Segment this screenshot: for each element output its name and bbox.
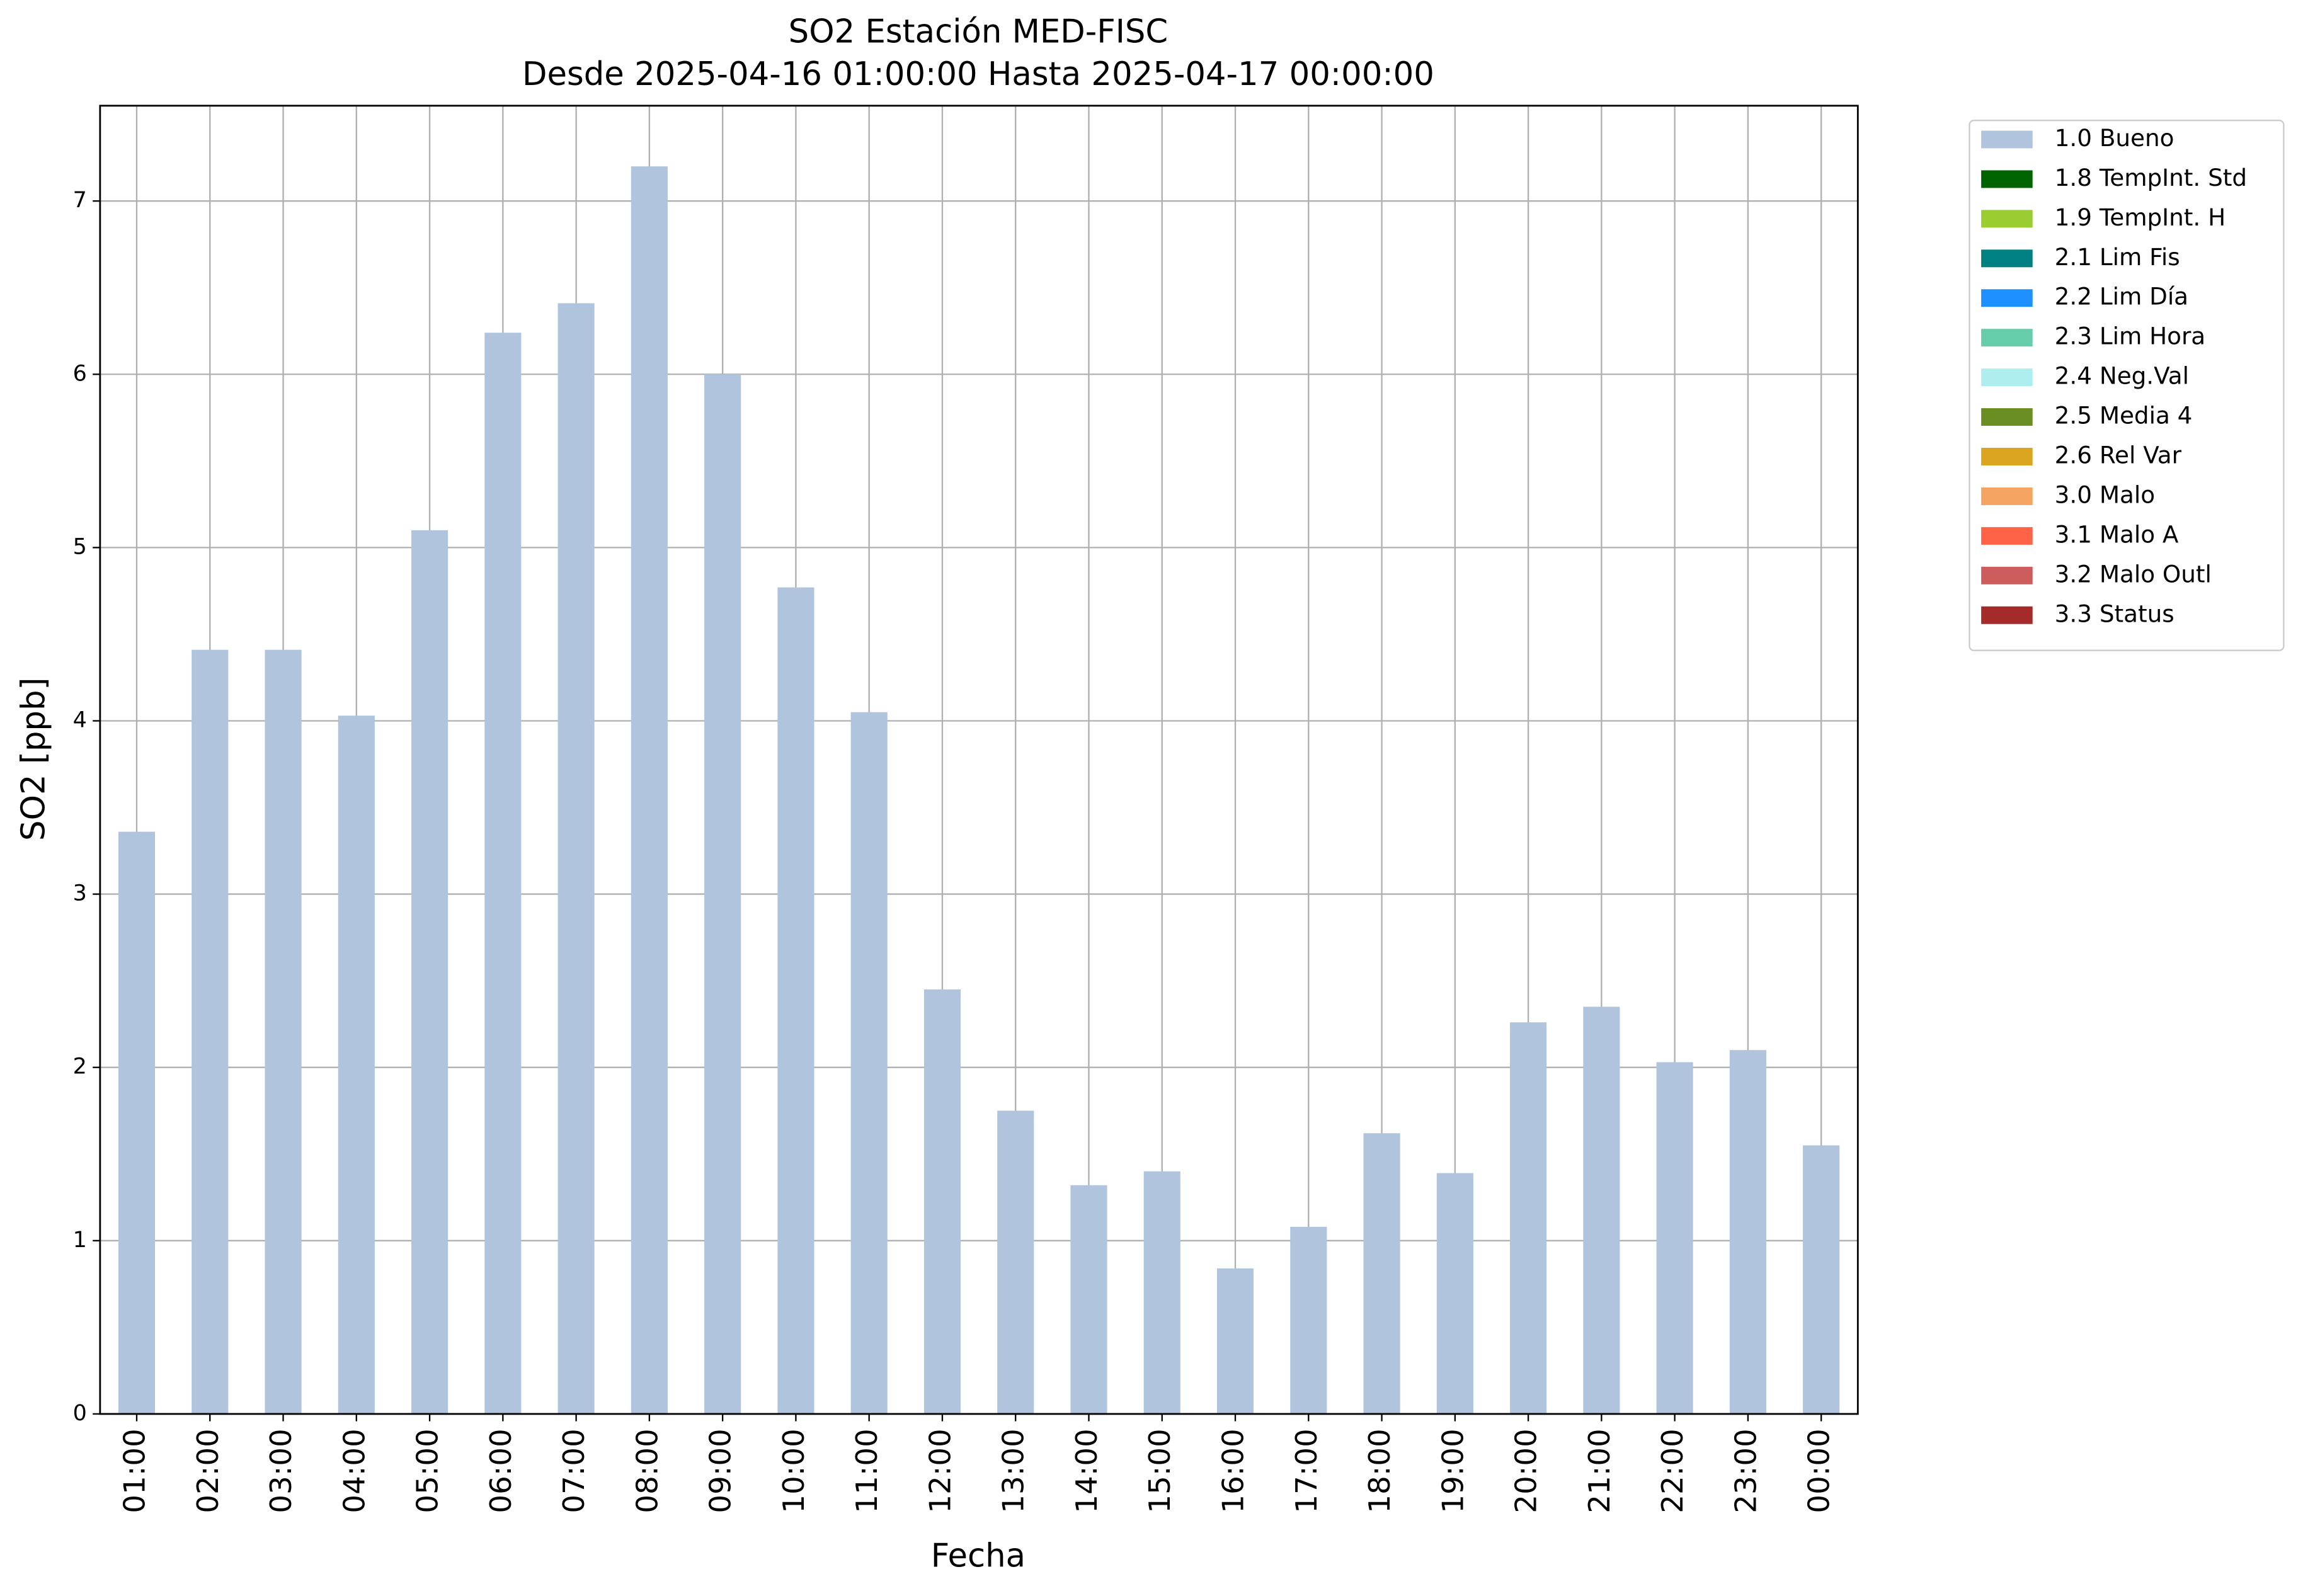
x-tick-label: 18:00 [1363, 1428, 1397, 1513]
legend-swatch [1981, 130, 2033, 149]
bar [484, 333, 522, 1414]
x-tick-label: 15:00 [1143, 1428, 1177, 1513]
legend: 1.0 Bueno 1.8 TempInt. Std 1.9 TempInt. H 2… [1969, 119, 2285, 651]
y-tick-label: 7 [73, 188, 87, 213]
bars [118, 166, 1840, 1414]
chart-subtitle: Desde 2025-04-16 01:00:00 Hasta 2025-04-… [522, 55, 1434, 93]
legend-swatch [1981, 448, 2033, 465]
legend-swatch [1981, 368, 2033, 387]
x-tick-label: 05:00 [411, 1428, 445, 1513]
bar [777, 587, 814, 1414]
legend-label: 2.3 Lim Hora [2055, 322, 2205, 350]
legend-swatch [1981, 210, 2033, 228]
bar [1290, 1226, 1327, 1414]
legend-label: 3.3 Status [2055, 600, 2174, 627]
y-axis-label: SO2 [ppb] [14, 678, 52, 841]
y-tick-label: 4 [73, 707, 87, 732]
bar [1070, 1185, 1107, 1414]
bar [1363, 1133, 1400, 1414]
bar [1803, 1145, 1840, 1414]
plot-frame [99, 105, 1859, 1415]
bar [923, 989, 961, 1414]
legend-label: 3.2 Malo Outl [2055, 560, 2212, 588]
bar [997, 1110, 1034, 1414]
x-tick-label: 10:00 [777, 1428, 811, 1513]
x-tick-label: 04:00 [337, 1428, 371, 1513]
x-tick-label: 11:00 [850, 1428, 884, 1513]
bar [411, 530, 449, 1414]
legend-swatch [1981, 606, 2033, 624]
legend-label: 3.1 Malo A [2055, 520, 2179, 548]
bar [1729, 1050, 1766, 1414]
x-axis-label: Fecha [931, 1537, 1026, 1575]
bar [1656, 1062, 1693, 1414]
bar [191, 649, 229, 1414]
x-tick-label: 21:00 [1582, 1428, 1616, 1513]
x-tick-label: 06:00 [484, 1428, 518, 1513]
legend-box [1969, 119, 2285, 651]
legend-label: 1.9 TempInt. H [2055, 203, 2226, 231]
bar [338, 715, 375, 1414]
y-tick-label: 3 [73, 881, 87, 906]
x-tick-label: 23:00 [1729, 1428, 1763, 1513]
x-tick-label: 17:00 [1289, 1428, 1323, 1513]
bar [1216, 1268, 1254, 1414]
legend-swatch [1981, 566, 2033, 584]
legend-swatch [1981, 289, 2033, 307]
x-tick-label: 14:00 [1070, 1428, 1104, 1513]
legend-label: 2.6 Rel Var [2055, 441, 2182, 469]
legend-swatch [1981, 249, 2033, 268]
legend-swatch [1981, 527, 2033, 545]
x-tick-label: 13:00 [997, 1428, 1031, 1513]
legend-swatch [1981, 487, 2033, 505]
legend-label: 2.4 Neg.Val [2055, 362, 2189, 390]
x-tick-label: 20:00 [1509, 1428, 1543, 1513]
x-tick-label: 12:00 [923, 1428, 957, 1513]
x-tick-label: 00:00 [1802, 1428, 1836, 1513]
legend-label: 2.2 Lim Día [2055, 283, 2188, 311]
legend-label: 2.5 Media 4 [2055, 402, 2193, 430]
x-tick-label: 02:00 [191, 1428, 225, 1513]
bar [1143, 1171, 1180, 1414]
x-tick-label: 03:00 [264, 1428, 298, 1513]
x-tick-label: 16:00 [1216, 1428, 1250, 1513]
legend-swatch [1981, 329, 2033, 347]
bar [850, 712, 888, 1414]
legend-swatch [1981, 170, 2033, 188]
x-tick-label: 07:00 [557, 1428, 591, 1513]
bar [1583, 1006, 1620, 1414]
bar [265, 649, 302, 1414]
bar [1510, 1022, 1547, 1414]
x-tick-label: 19:00 [1436, 1428, 1470, 1513]
x-tick-label: 01:00 [118, 1428, 152, 1513]
y-tick-label: 0 [73, 1401, 87, 1426]
legend-label: 1.0 Bueno [2055, 124, 2174, 152]
x-tick-label: 08:00 [630, 1428, 664, 1513]
legend-label: 1.8 TempInt. Std [2055, 164, 2247, 191]
y-tick-label: 6 [73, 361, 87, 386]
bar [1436, 1173, 1473, 1414]
bar [557, 303, 595, 1414]
bar [704, 374, 741, 1414]
bar [118, 831, 156, 1414]
x-tick-label: 22:00 [1655, 1428, 1689, 1513]
y-tick-label: 5 [73, 534, 87, 559]
bar [631, 166, 668, 1414]
legend-label: 3.0 Malo [2055, 481, 2155, 508]
legend-label: 2.1 Lim Fis [2055, 243, 2180, 271]
legend-swatch [1981, 408, 2033, 426]
y-tick-label: 2 [73, 1054, 87, 1080]
x-tick-label: 09:00 [704, 1428, 738, 1513]
y-tick-label: 1 [73, 1228, 87, 1253]
chart-title: SO2 Estación MED-FISC [789, 13, 1169, 51]
